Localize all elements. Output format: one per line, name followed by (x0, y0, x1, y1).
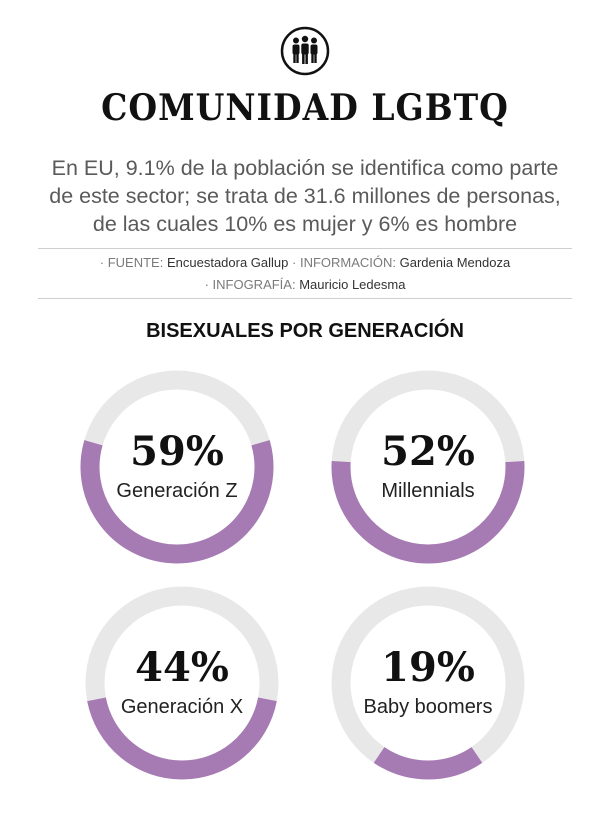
donut-category-label: Baby boomers (364, 696, 493, 718)
infografia-value: Mauricio Ledesma (299, 277, 406, 292)
infografia-label: · INFOGRAFÍA: (204, 277, 296, 292)
donut-category-label: Millennials (381, 480, 474, 502)
subtitle-line: de las cuales 10% es mujer y 6% es hombr… (92, 212, 518, 236)
donut-value-label: 59% (130, 428, 224, 475)
page-title: COMUNIDAD LGBTQ (101, 86, 509, 129)
credits-line-1: · FUENTE: Encuestadora Gallup · INFORMAC… (0, 255, 610, 270)
divider (38, 298, 572, 299)
donut-category-label: Generación X (121, 696, 243, 718)
donut-value-label: 52% (381, 428, 475, 475)
fuente-label: · FUENTE: (99, 255, 164, 270)
donut-chart: 44% Generación X (85, 586, 279, 780)
page-subtitle: En EU, 9.1% de la población se identific… (30, 154, 580, 238)
donut-value-label: 19% (381, 644, 475, 691)
informacion-value: Gardenia Mendoza (399, 255, 511, 270)
donut-chart: 52% Millennials (331, 370, 525, 564)
fuente-value: Encuestadora Gallup (166, 255, 289, 270)
subtitle-line: de este sector; se trata de 31.6 millone… (49, 184, 561, 208)
donut-segment (87, 697, 277, 780)
donut-chart: 19% Baby boomers (331, 586, 525, 780)
donut-segment (331, 460, 525, 564)
donut-category-label: Generación Z (116, 480, 237, 502)
donut-value-label: 44% (135, 644, 229, 691)
donut-segment (373, 746, 483, 780)
donut-segment (80, 440, 274, 564)
informacion-label: · INFORMACIÓN: (292, 255, 397, 270)
subtitle-line: En EU, 9.1% de la población se identific… (51, 156, 559, 180)
chart-title: BISEXUALES POR GENERACIÓN (146, 320, 464, 342)
people-group-icon (280, 26, 330, 76)
credits-line-2: · INFOGRAFÍA: Mauricio Ledesma (0, 277, 610, 292)
donut-chart: 59% Generación Z (80, 370, 274, 564)
divider (38, 248, 572, 249)
